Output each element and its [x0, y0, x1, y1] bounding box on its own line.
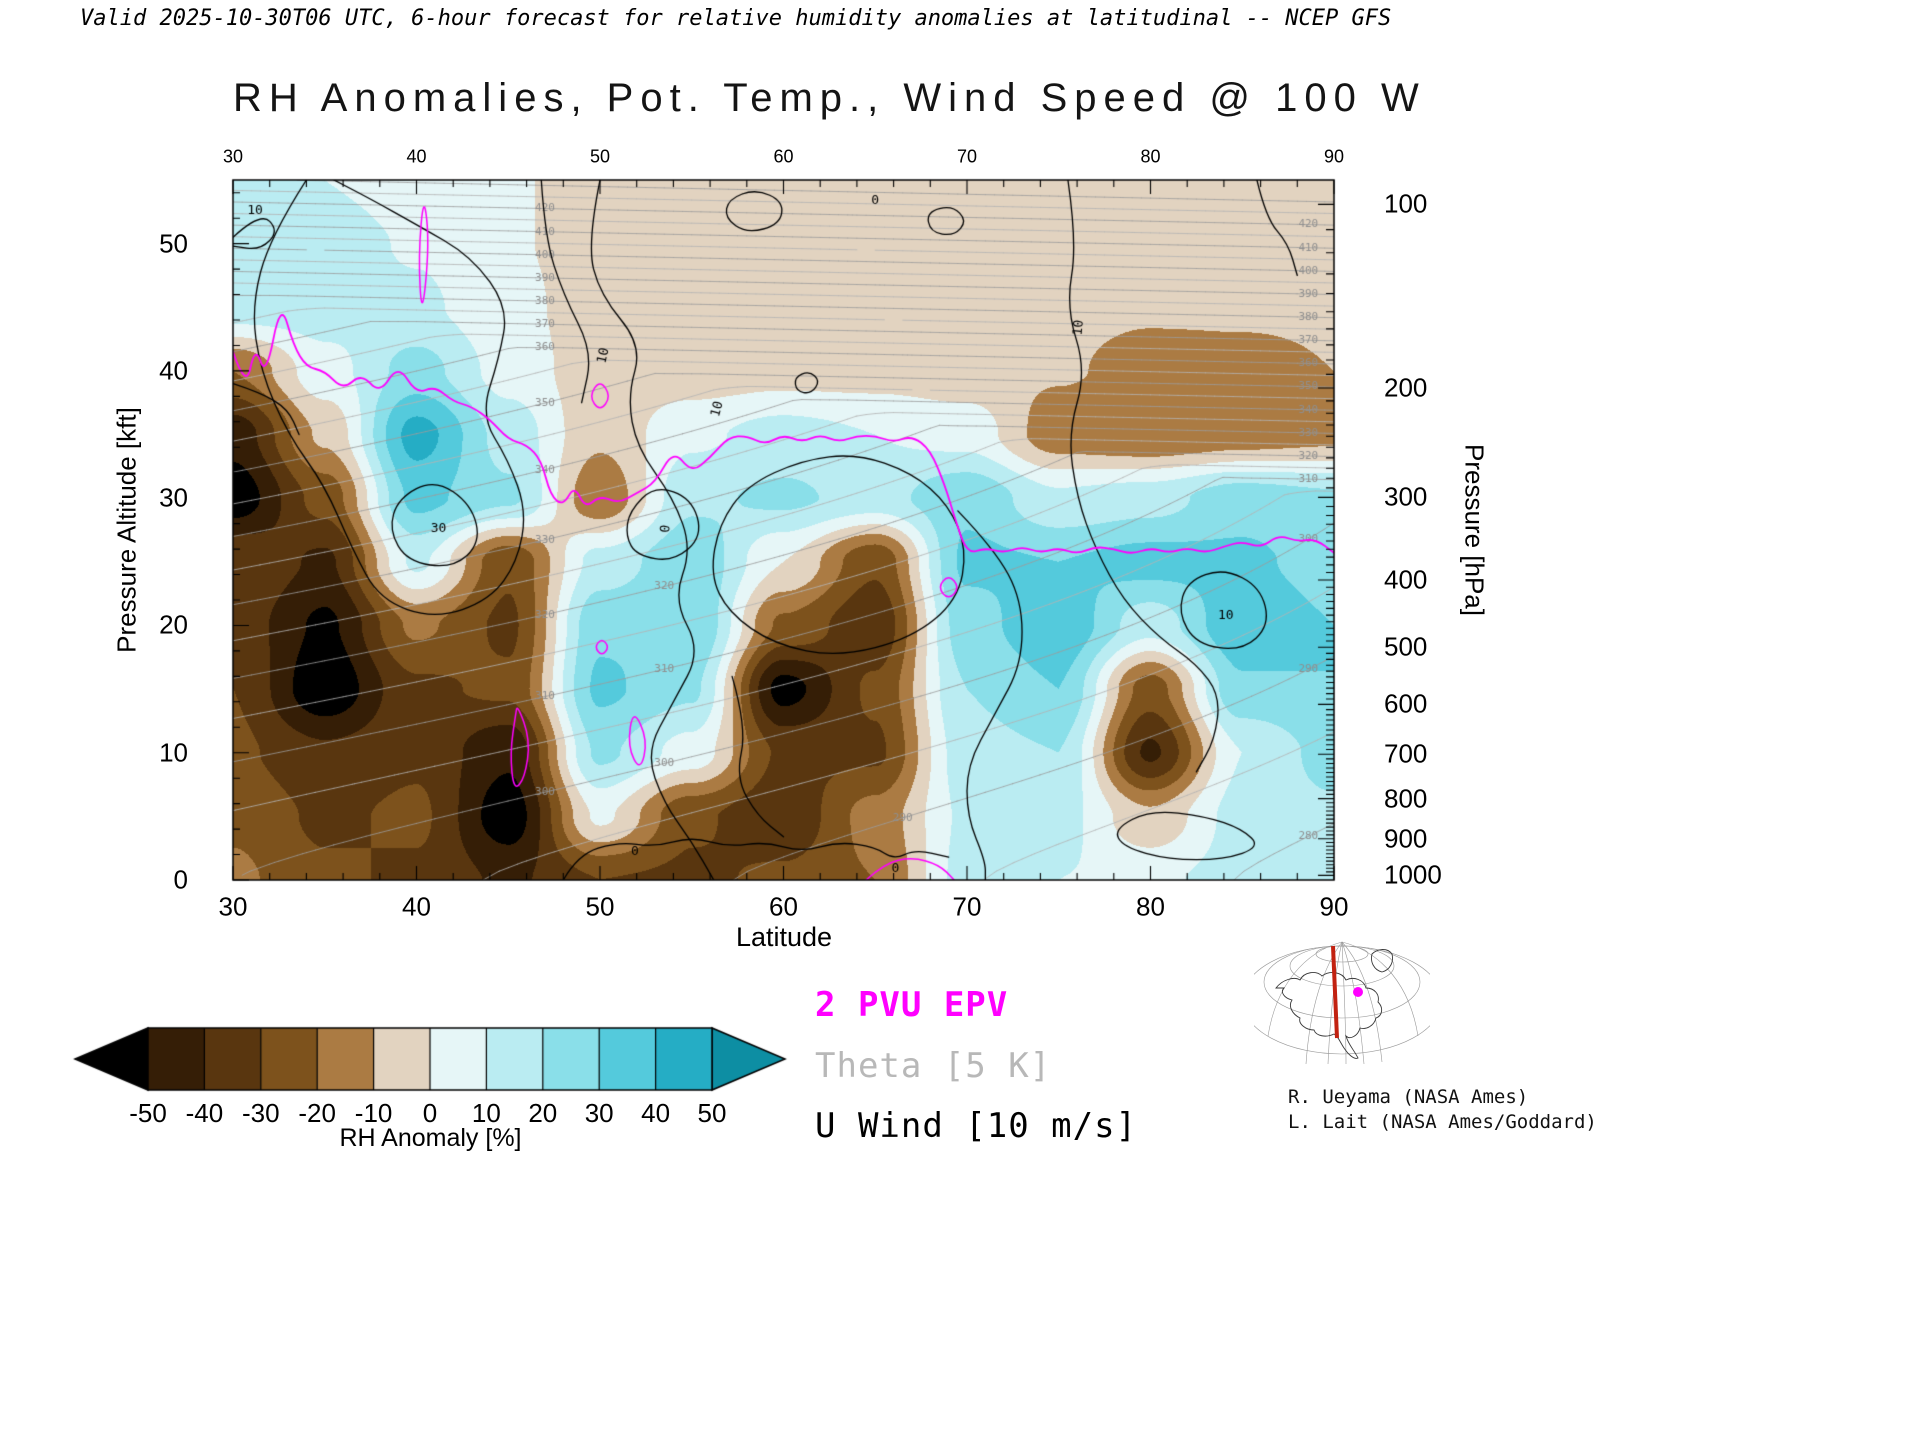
y-left-tick-label: 50: [159, 228, 188, 259]
y-right-tick-label: 700: [1384, 738, 1428, 769]
colorbar-tick-label: 40: [641, 1098, 671, 1128]
y-right-axis-label: Pressure [hPa]: [1459, 444, 1490, 616]
inset-meridian-100w-line: [1331, 945, 1339, 1039]
colorbar-tick-label: 30: [584, 1098, 614, 1128]
x-tick-label: 60: [769, 891, 798, 922]
colorbar-tick-label: 50: [697, 1098, 727, 1128]
y-left-tick-label: 0: [173, 864, 188, 895]
credit-1: R. Ueyama (NASA Ames): [1288, 1086, 1529, 1108]
x-top-tick-label: 30: [222, 146, 244, 167]
colorbar-tick-label: -40: [185, 1098, 224, 1128]
x-axis-label: Latitude: [735, 922, 833, 952]
colorbar-tick-label: -10: [354, 1098, 393, 1128]
y-left-tick-label: 20: [159, 609, 188, 640]
legend-uwind: U Wind [10 m/s]: [815, 1106, 1138, 1146]
valid-line: Valid 2025-10-30T06 UTC, 6-hour forecast…: [80, 6, 1392, 31]
colorbar-tick-label: -20: [298, 1098, 336, 1128]
x-tick-label: 30: [218, 891, 248, 922]
x-top-tick-label: 80: [1140, 146, 1161, 167]
y-right-tick-label: 200: [1384, 372, 1428, 403]
y-right-tick-label: 100: [1384, 188, 1428, 219]
y-left-tick-label: 40: [159, 355, 188, 386]
y-right-tick-label: 1000: [1384, 859, 1442, 890]
colorbar-tick-label: 0: [422, 1098, 438, 1128]
x-tick-label: 90: [1319, 891, 1349, 922]
x-top-tick-label: 90: [1323, 146, 1345, 167]
colorbar-tick-label: 20: [528, 1098, 558, 1128]
colorbar-tick-label: -50: [129, 1098, 167, 1128]
x-tick-label: 50: [585, 891, 615, 922]
page-title: RH Anomalies, Pot. Temp., Wind Speed @ 1…: [233, 76, 1426, 120]
inset-map: [1254, 941, 1430, 1065]
credit-2: L. Lait (NASA Ames/Goddard): [1288, 1111, 1597, 1133]
inset-greenland-outline: [1371, 949, 1393, 973]
y-right-tick-label: 400: [1384, 564, 1428, 595]
colorbar-title: RH Anomaly [%]: [339, 1124, 522, 1152]
y-left-tick-label: 30: [159, 482, 188, 513]
colorbar-tick-label: 10: [471, 1098, 501, 1128]
y-left-tick-label: 10: [159, 737, 188, 768]
x-tick-label: 80: [1136, 891, 1165, 922]
y-right-tick-label: 500: [1384, 631, 1428, 662]
x-top-tick-label: 70: [956, 146, 978, 167]
inset-location-dot: [1353, 987, 1363, 997]
y-right-tick-label: 800: [1384, 783, 1428, 814]
x-top-tick-label: 40: [406, 146, 427, 167]
y-right-tick-label: 900: [1384, 823, 1428, 854]
y-left-axis-label: Pressure Altitude [kft]: [111, 407, 142, 653]
colorbar-tick-label: -30: [242, 1098, 280, 1128]
inset-graticule: [1254, 941, 1430, 1065]
y-right-tick-label: 600: [1384, 688, 1428, 719]
legend-theta: Theta [5 K]: [815, 1046, 1052, 1086]
x-tick-label: 70: [952, 891, 982, 922]
x-top-tick-label: 50: [589, 146, 611, 167]
y-right-tick-label: 300: [1384, 481, 1428, 512]
x-tick-label: 40: [402, 891, 431, 922]
x-top-tick-label: 60: [773, 146, 794, 167]
legend-pvu: 2 PVU EPV: [815, 985, 1009, 1025]
